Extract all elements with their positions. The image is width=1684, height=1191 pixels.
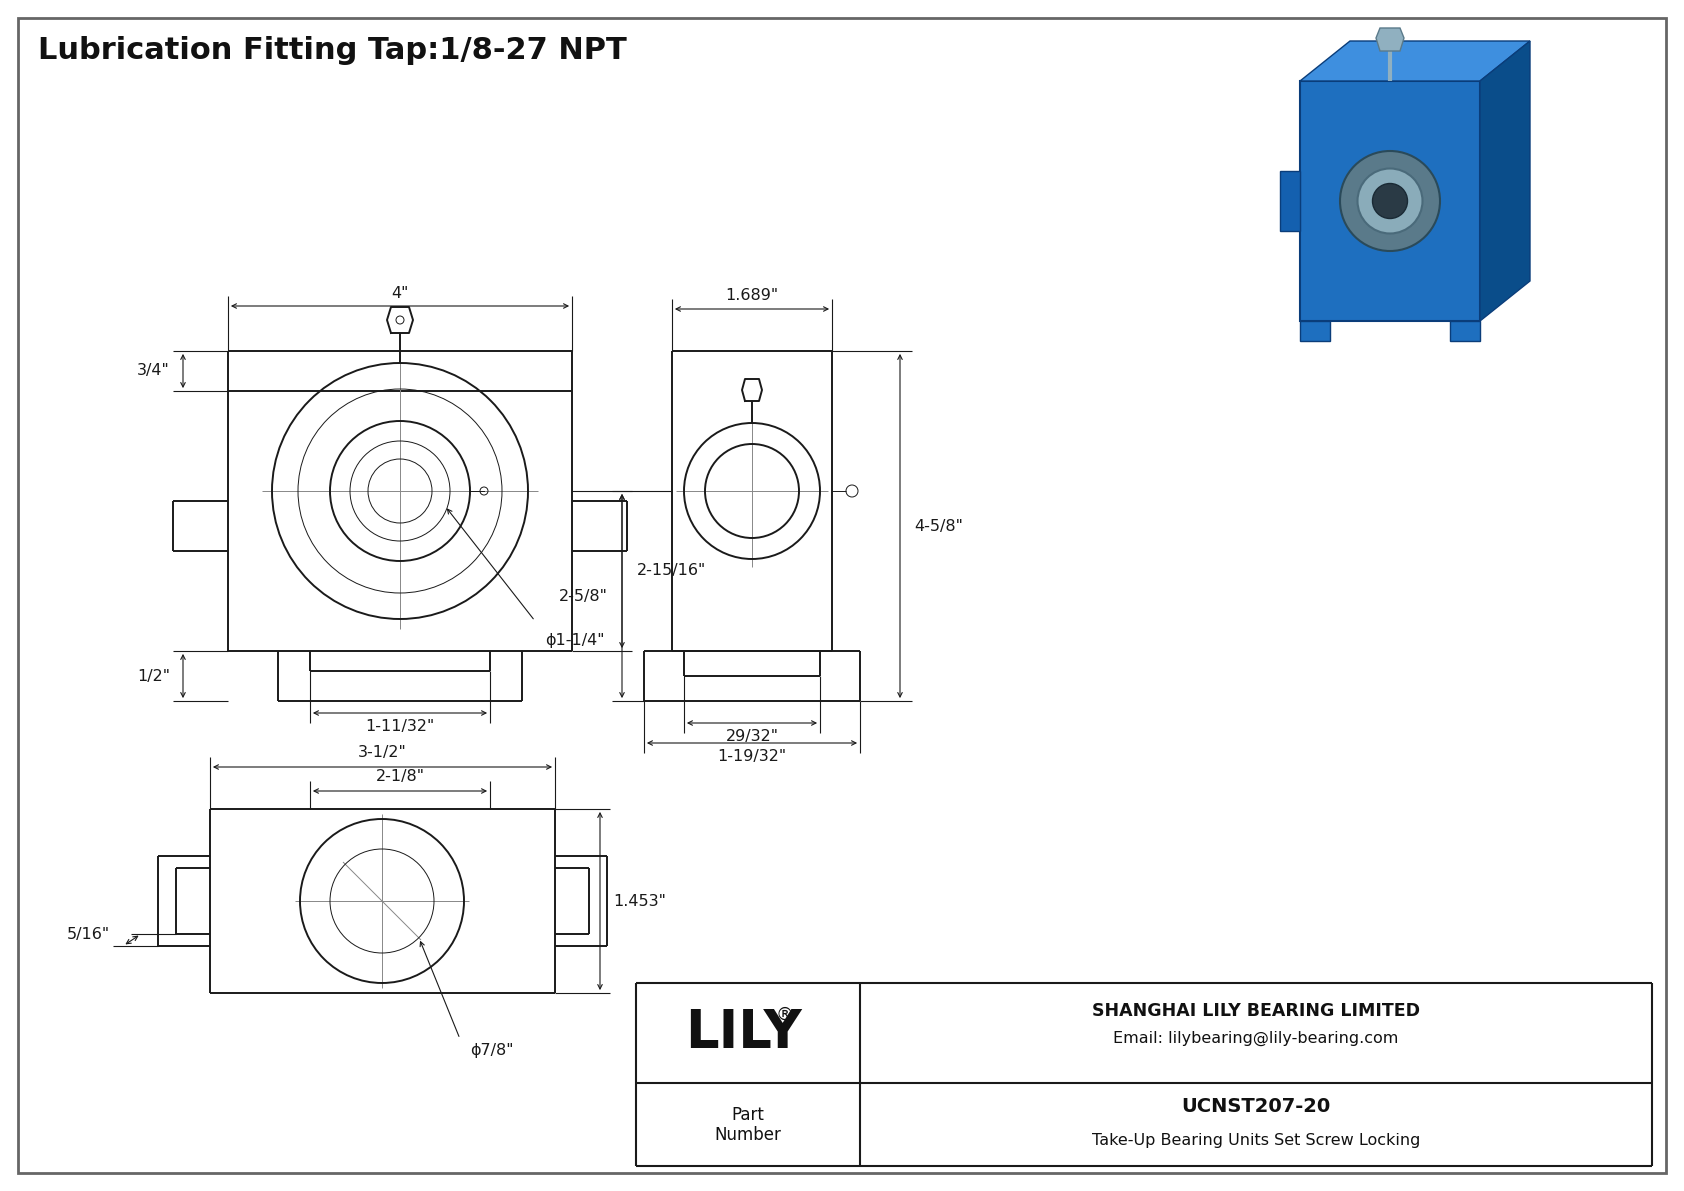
Text: 1-11/32": 1-11/32" — [365, 718, 434, 734]
Text: LILY: LILY — [685, 1008, 802, 1059]
Text: 1/2": 1/2" — [136, 668, 170, 684]
Polygon shape — [1376, 29, 1404, 51]
Text: 5/16": 5/16" — [67, 927, 109, 942]
Ellipse shape — [1372, 183, 1408, 218]
Text: SHANGHAI LILY BEARING LIMITED: SHANGHAI LILY BEARING LIMITED — [1091, 1002, 1420, 1019]
Text: 2-1/8": 2-1/8" — [376, 769, 424, 785]
Text: 3-1/2": 3-1/2" — [357, 746, 406, 761]
Text: 1.689": 1.689" — [726, 287, 778, 303]
Text: Lubrication Fitting Tap:1/8-27 NPT: Lubrication Fitting Tap:1/8-27 NPT — [39, 36, 626, 66]
Text: Email: lilybearing@lily-bearing.com: Email: lilybearing@lily-bearing.com — [1113, 1030, 1399, 1046]
Ellipse shape — [1357, 168, 1423, 233]
Text: 4-5/8": 4-5/8" — [914, 518, 963, 534]
Text: 1-19/32": 1-19/32" — [717, 749, 786, 765]
Text: ϕ7/8": ϕ7/8" — [470, 1043, 514, 1058]
Text: 4": 4" — [391, 286, 409, 300]
Ellipse shape — [1340, 151, 1440, 251]
Text: Take-Up Bearing Units Set Screw Locking: Take-Up Bearing Units Set Screw Locking — [1091, 1134, 1420, 1148]
Text: 3/4": 3/4" — [138, 363, 170, 379]
Polygon shape — [1450, 322, 1480, 341]
Polygon shape — [1280, 172, 1300, 231]
Text: UCNST207-20: UCNST207-20 — [1182, 1097, 1330, 1116]
Polygon shape — [1300, 81, 1480, 322]
Text: 2-15/16": 2-15/16" — [637, 563, 706, 579]
Text: 1.453": 1.453" — [613, 893, 665, 909]
Polygon shape — [1300, 322, 1330, 341]
Text: 29/32": 29/32" — [726, 730, 778, 744]
Text: ϕ1-1/4": ϕ1-1/4" — [546, 632, 605, 648]
Text: 2-5/8": 2-5/8" — [559, 588, 608, 604]
Polygon shape — [1300, 40, 1531, 81]
Polygon shape — [1480, 40, 1531, 322]
Text: ®: ® — [776, 1006, 793, 1024]
Text: Part
Number: Part Number — [714, 1105, 781, 1145]
